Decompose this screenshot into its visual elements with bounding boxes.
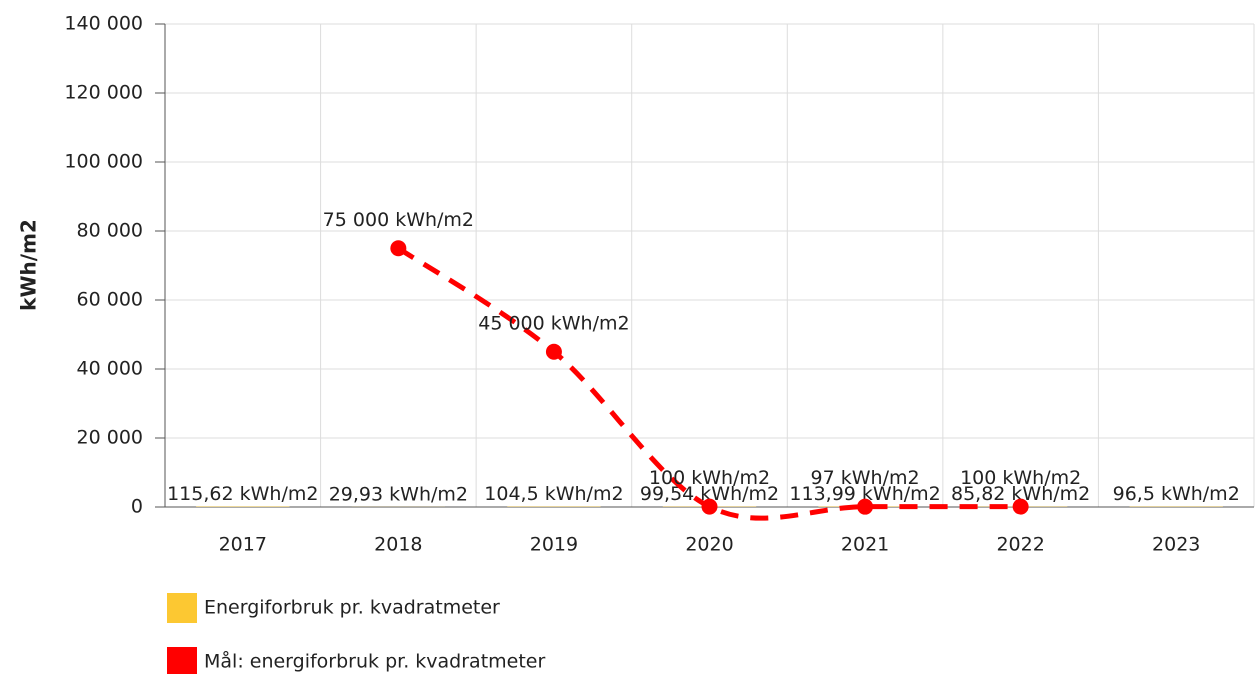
y-tick-label: 20 000	[77, 427, 143, 449]
value-label: 104,5 kWh/m2	[484, 483, 623, 505]
point	[545, 343, 562, 360]
value-label: 85,82 kWh/m2	[951, 483, 1090, 505]
value-label: 97 kWh/m2	[811, 467, 920, 489]
legend-swatch	[167, 593, 197, 623]
y-tick-label: 80 000	[77, 220, 143, 242]
line	[396, 246, 1021, 521]
value-label: 113,99 kWh/m2	[789, 483, 940, 505]
value-label: 75 000 kWh/m2	[323, 209, 474, 231]
x-tick-label: 2018	[374, 534, 422, 556]
x-tick-label: 2019	[530, 534, 578, 556]
point	[857, 498, 874, 515]
point	[701, 498, 718, 515]
x-tick-label: 2021	[841, 534, 889, 556]
y-tick-label: 0	[131, 496, 143, 518]
y-tick-label: 100 000	[64, 151, 143, 173]
point	[1012, 498, 1029, 515]
value-label: 96,5 kWh/m2	[1113, 483, 1240, 505]
y-axis-label: kWh/m2	[17, 219, 41, 311]
value-label: 100 kWh/m2	[960, 467, 1081, 489]
y-tick-label: 40 000	[77, 358, 143, 380]
value-label: 115,62 kWh/m2	[167, 483, 318, 505]
value-label: 100 kWh/m2	[649, 467, 770, 489]
y-tick-label: 120 000	[64, 82, 143, 104]
value-label: 99,54 kWh/m2	[640, 483, 779, 505]
x-tick-label: 2022	[996, 534, 1044, 556]
y-tick-label: 140 000	[64, 13, 143, 35]
value-label: 45 000 kWh/m2	[478, 312, 629, 334]
x-tick-label: 2020	[685, 534, 733, 556]
x-tick-label: 2023	[1152, 534, 1200, 556]
value-label: 29,93 kWh/m2	[329, 483, 468, 505]
legend-label: Energiforbruk pr. kvadratmeter	[204, 597, 500, 619]
x-tick-label: 2017	[219, 534, 267, 556]
legend-swatch	[167, 647, 197, 674]
legend-label: Mål: energiforbruk pr. kvadratmeter	[204, 650, 545, 673]
y-tick-label: 60 000	[77, 289, 143, 311]
point	[390, 240, 407, 257]
